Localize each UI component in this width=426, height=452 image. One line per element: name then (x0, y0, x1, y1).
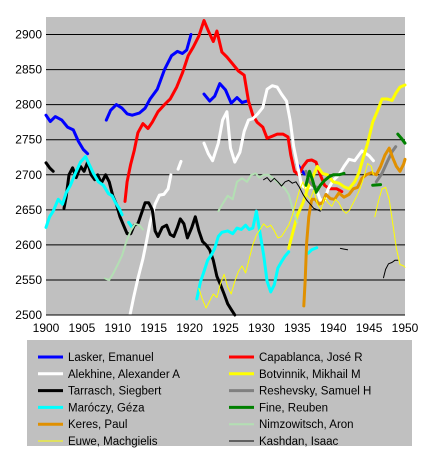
series-line (44, 155, 124, 229)
series-line (304, 169, 346, 194)
series-line (217, 172, 299, 224)
legend-label: Botvinnik, Mikhail M (259, 369, 361, 381)
y-tick-label: 2700 (15, 168, 42, 182)
series-line (374, 186, 406, 268)
series-kashdan (263, 177, 399, 279)
legend-label: Maróczy, Géza (68, 402, 145, 414)
y-tick-label: 2600 (15, 238, 42, 252)
series-line (123, 19, 344, 203)
x-tick-label: 1900 (33, 321, 60, 335)
series-line (44, 161, 55, 173)
legend-label: Lasker, Emanuel (68, 352, 154, 364)
series-line (339, 247, 349, 251)
series-line (103, 222, 144, 281)
legend-label: Tarrasch, Siegbert (68, 386, 162, 398)
series-line (195, 209, 291, 301)
legend-label: Keres, Paul (68, 419, 127, 431)
series-line (44, 113, 90, 156)
series-layer (44, 19, 407, 317)
legend-label: Capablanca, José R (259, 352, 363, 364)
legend-label: Kashdan, Isaac (259, 436, 339, 448)
x-tick-label: 1910 (104, 321, 131, 335)
x-tick-label: 1905 (69, 321, 96, 335)
series-line (176, 159, 183, 171)
x-tick-label: 1930 (248, 321, 275, 335)
x-tick-label: 1950 (392, 321, 419, 335)
series-euwe (198, 163, 406, 309)
legend-box (27, 340, 412, 446)
series-marczy (44, 155, 319, 301)
series-line (374, 145, 398, 184)
series-line (104, 33, 193, 122)
y-tick-label: 2750 (15, 133, 42, 147)
series-capablanca (123, 19, 344, 203)
y-tick-label: 2850 (15, 63, 42, 77)
legend-label: Nimzowitsch, Aron (259, 419, 354, 431)
y-tick-label: 2900 (15, 28, 42, 42)
x-tick-label: 1935 (284, 321, 311, 335)
y-tick-label: 2800 (15, 98, 42, 112)
x-tick-label: 1940 (320, 321, 347, 335)
series-line (396, 132, 407, 145)
series-tarrasch (44, 160, 237, 317)
series-line (383, 259, 399, 279)
series-keres (302, 146, 407, 308)
legend-label: Fine, Reuben (259, 402, 328, 414)
series-line (62, 160, 237, 317)
x-tick-label: 1920 (176, 321, 203, 335)
series-line (302, 146, 407, 308)
y-tick-label: 2500 (15, 308, 42, 322)
series-line (198, 163, 374, 309)
series-line (287, 83, 407, 250)
series-line (127, 220, 134, 229)
series-line (128, 173, 173, 317)
y-tick-label: 2650 (15, 203, 42, 217)
series-line (202, 82, 249, 105)
y-tick-label: 2550 (15, 273, 42, 287)
series-line (371, 183, 383, 187)
x-tick-label: 1945 (356, 321, 383, 335)
legend: Lasker, Emanuel Capablanca, José R Alekhin… (38, 352, 371, 448)
plot-area (46, 17, 405, 315)
series-line (306, 246, 319, 255)
y-axis-tick-labels: 2500 2550 2600 2650 2700 2750 2800 2850 2900 (15, 28, 42, 322)
series-line (263, 177, 321, 212)
x-tick-label: 1915 (140, 321, 167, 335)
series-nimzowitsch (103, 172, 299, 281)
legend-label: Alekhine, Alexander A (68, 369, 180, 381)
legend-label: Euwe, Machgielis (68, 436, 158, 448)
x-axis-tick-labels: 1900 1905 1910 1915 1920 1925 1930 1935 1940 1945… (33, 321, 419, 335)
series-botvinnik (287, 83, 407, 250)
legend-label: Reshevsky, Samuel H (259, 386, 371, 398)
x-tick-label: 1925 (212, 321, 239, 335)
series-fine (304, 132, 407, 194)
